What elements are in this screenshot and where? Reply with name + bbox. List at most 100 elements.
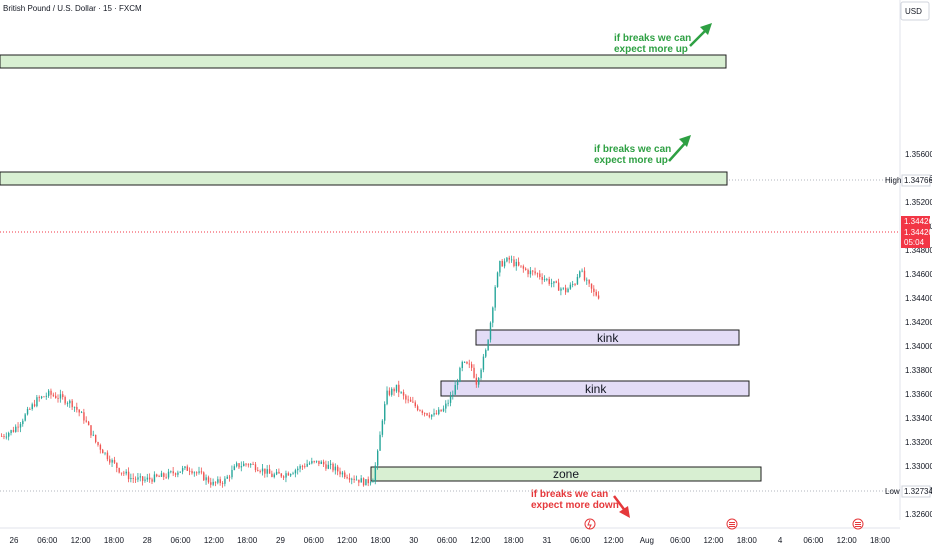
us-flag-event-icon[interactable] (726, 518, 738, 530)
candle-body (358, 479, 360, 483)
candle-body (228, 476, 231, 478)
candle-body (285, 473, 287, 478)
candle-body (421, 410, 424, 413)
candle-body (170, 471, 172, 473)
candle-body (374, 465, 377, 481)
candle-body (496, 272, 499, 288)
candle-body (167, 471, 170, 478)
candle-body (80, 412, 83, 414)
candle-body (36, 397, 38, 407)
candle-body (395, 384, 398, 392)
time-tick-label: 06:00 (570, 536, 591, 545)
price-tick-label: 1.34800 (905, 246, 932, 255)
candle-body (52, 394, 55, 396)
candle-body (391, 388, 393, 395)
candle-body (480, 369, 482, 379)
candle-body (494, 287, 496, 308)
candle-body (315, 460, 318, 462)
time-axis[interactable]: 26 06:00 12:00 18:00 28 06:00 12:00 18:00 29 06:0… (0, 527, 900, 545)
candle-body (478, 378, 480, 385)
candle-body (593, 288, 595, 292)
candle-body (308, 463, 311, 465)
candle-body (379, 434, 381, 451)
candle-body (360, 478, 362, 483)
last-price-value-1: 1.34426 (904, 217, 932, 226)
candle-body (320, 461, 322, 464)
candle-body (518, 261, 520, 266)
candle-body (330, 463, 332, 465)
candle-body (388, 390, 391, 395)
candle-body (17, 426, 19, 428)
candle-body (118, 467, 120, 473)
candle-body (515, 261, 518, 267)
candle-body (83, 412, 85, 421)
candle-body (529, 270, 532, 275)
candle-body (520, 265, 522, 267)
candle-body (189, 470, 191, 472)
note-low-line1: if breaks we can (531, 489, 608, 500)
candle-body (332, 463, 334, 471)
kink-zone-lower[interactable] (440, 380, 750, 397)
us-flag-event-icon[interactable] (852, 518, 864, 530)
candle-body (45, 395, 48, 397)
candle-body (318, 460, 320, 464)
arrow-up-icon (689, 23, 712, 47)
candle-body (344, 472, 346, 478)
candle-body (325, 464, 327, 469)
candle-body (210, 482, 212, 485)
candle-body (198, 471, 200, 473)
resistance-zone-top[interactable] (0, 54, 727, 69)
candle-body (581, 270, 583, 272)
candle-body (341, 472, 344, 475)
demand-zone[interactable] (370, 466, 762, 482)
candle-body (22, 420, 24, 425)
candle-body (442, 408, 445, 412)
candle-body (492, 307, 494, 323)
candle-body (534, 271, 536, 274)
candle-body (548, 279, 550, 284)
currency-badge[interactable] (900, 1, 930, 21)
candle-body (233, 466, 236, 470)
candle-body (174, 473, 177, 475)
candle-body (76, 406, 78, 410)
candle-body (597, 295, 600, 299)
candle-body (313, 461, 315, 462)
candle-body (264, 468, 266, 474)
candle-body (304, 466, 306, 468)
time-tick-label: 18:00 (504, 536, 525, 545)
candle-body (569, 284, 572, 289)
price-tick-label: 1.33400 (905, 414, 932, 423)
candle-body (43, 396, 45, 398)
candle-body (177, 472, 179, 475)
candle-body (149, 477, 151, 480)
candle-body (463, 361, 466, 363)
time-tick-label: 12:00 (470, 536, 491, 545)
price-tick-label: 1.35200 (905, 198, 932, 207)
time-tick-label: 4 (778, 536, 783, 545)
candle-body (369, 482, 372, 484)
low-tag-label: Low (885, 487, 900, 496)
candle-body (351, 478, 353, 480)
note-top-line1: if breaks we can (614, 33, 691, 44)
candle-body (31, 404, 33, 410)
resistance-zone-high[interactable] (0, 171, 728, 186)
candle-body (3, 436, 5, 437)
candle-body (278, 471, 280, 474)
candle-body (181, 468, 184, 472)
candle-body (48, 390, 50, 396)
candle-body (15, 426, 17, 432)
price-axis[interactable]: USD 1.326001.328001.330001.332001.334001… (899, 0, 932, 520)
candle-body (353, 478, 355, 480)
kink-zone-upper[interactable] (475, 329, 740, 346)
candle-body (10, 430, 12, 434)
price-tick-label: 1.33000 (905, 462, 932, 471)
time-tick-label: 12:00 (604, 536, 625, 545)
candle-body (365, 479, 367, 486)
candle-body (95, 434, 97, 443)
candle-body (193, 472, 196, 474)
candle-body (55, 395, 57, 399)
economic-event-icon[interactable] (584, 518, 596, 530)
candle-body (172, 471, 174, 474)
candle-body (71, 400, 73, 408)
